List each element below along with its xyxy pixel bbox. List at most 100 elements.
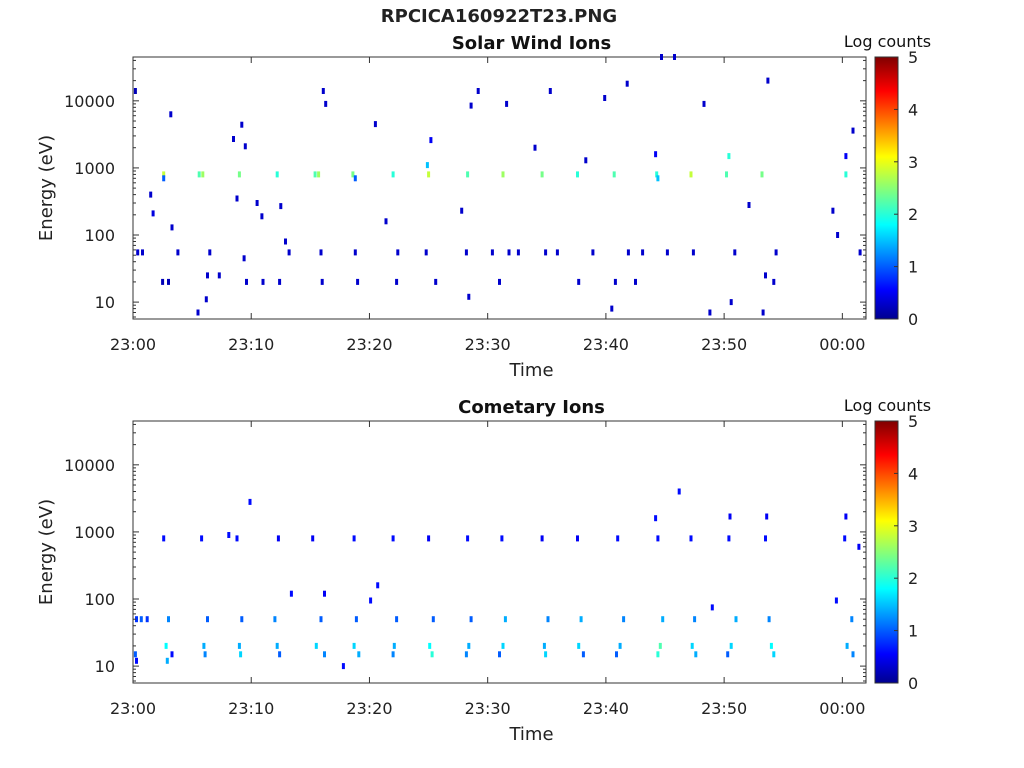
panel1-cell-94 bbox=[727, 153, 731, 160]
panel2-cell-21 bbox=[275, 642, 279, 649]
panel2-colorbar-tick-label: 3 bbox=[908, 517, 918, 536]
panel2-cell-46 bbox=[467, 642, 471, 649]
panel1-cell-19 bbox=[232, 136, 235, 142]
panel1-cell-67 bbox=[540, 171, 544, 178]
panel1-cell-66 bbox=[533, 144, 537, 151]
panel2-cell-85 bbox=[772, 651, 776, 658]
panel1-data-cells bbox=[133, 54, 862, 316]
panel2-cell-17 bbox=[240, 616, 244, 623]
panel2-cell-75 bbox=[710, 604, 714, 611]
panel2-cell-35 bbox=[369, 597, 373, 604]
panel1-cell-12 bbox=[197, 171, 201, 178]
panel2-cell-65 bbox=[654, 515, 658, 522]
panel2-ytick-label: 10 bbox=[95, 657, 115, 676]
panel2-cell-86 bbox=[834, 597, 838, 604]
panel1-cell-35 bbox=[317, 171, 321, 178]
panel2-cell-31 bbox=[352, 535, 356, 542]
panel2-cell-42 bbox=[428, 642, 432, 649]
panel1-cell-76 bbox=[612, 171, 616, 178]
panel1-cell-2 bbox=[141, 249, 144, 256]
panel1-cell-23 bbox=[243, 143, 247, 150]
panel1-cell-71 bbox=[576, 171, 579, 178]
panel2-cell-18 bbox=[239, 651, 243, 658]
panel1-cell-100 bbox=[764, 272, 767, 279]
panel1-colorbar-title: Log counts bbox=[844, 32, 931, 51]
panel2-cell-48 bbox=[464, 651, 468, 658]
panel1-cell-38 bbox=[319, 249, 323, 256]
panel1-cell-88 bbox=[673, 54, 676, 60]
panel2-cell-26 bbox=[314, 642, 318, 649]
panel1-cell-58 bbox=[469, 102, 473, 109]
panel1-x-axis-title: Time bbox=[508, 360, 553, 381]
panel1-cell-32 bbox=[278, 278, 282, 285]
panel1-cell-27 bbox=[260, 213, 264, 220]
panel1-cell-95 bbox=[729, 299, 733, 306]
panel2-colorbar-tick-label: 5 bbox=[908, 412, 918, 431]
panel2-cell-16 bbox=[237, 642, 241, 649]
panel2-cell-22 bbox=[273, 616, 277, 623]
panel1-cell-9 bbox=[176, 249, 180, 256]
panel2-cell-11 bbox=[202, 642, 206, 649]
panel1-cell-1 bbox=[136, 249, 140, 256]
panel1-ytick-label: 10000 bbox=[64, 92, 115, 111]
panel2-cell-44 bbox=[430, 651, 434, 658]
panel1-cell-63 bbox=[505, 100, 509, 107]
panel1-cell-20 bbox=[235, 195, 239, 202]
panel2-cell-41 bbox=[427, 535, 431, 542]
panel2-cell-47 bbox=[469, 616, 473, 623]
panel2-colorbar-title: Log counts bbox=[844, 396, 931, 415]
panel2-colorbar bbox=[874, 420, 899, 684]
panel1-cell-75 bbox=[603, 95, 607, 101]
panel1-cell-97 bbox=[747, 202, 751, 208]
panel2-cell-23 bbox=[278, 651, 282, 658]
panel2-cell-91 bbox=[857, 543, 861, 550]
panel2-cell-20 bbox=[276, 535, 280, 542]
panel2-cell-37 bbox=[391, 535, 395, 542]
panel1-colorbar-tick-label: 1 bbox=[908, 258, 918, 277]
panel2-cell-50 bbox=[501, 642, 505, 649]
panel1-xtick-label: 23:20 bbox=[346, 335, 392, 354]
panel1-cell-33 bbox=[287, 249, 291, 256]
panel2-cell-84 bbox=[767, 616, 771, 623]
panel2-cell-73 bbox=[693, 616, 697, 623]
panel1-cell-64 bbox=[507, 249, 511, 256]
panel2-cell-56 bbox=[544, 651, 548, 658]
panel1-cell-60 bbox=[490, 249, 494, 256]
panel1-ytick-label: 1000 bbox=[74, 159, 115, 178]
panel1-cell-73 bbox=[584, 157, 588, 164]
panel1-cell-11 bbox=[162, 175, 166, 182]
panel1-cell-30 bbox=[279, 203, 283, 210]
panel1-cell-4 bbox=[151, 210, 155, 217]
panel2-cell-36 bbox=[376, 582, 380, 589]
panel1-cell-87 bbox=[665, 249, 669, 256]
panel1-cell-89 bbox=[689, 171, 693, 178]
panel1-cell-49 bbox=[427, 171, 431, 178]
panel1-ytick-label: 100 bbox=[84, 226, 115, 245]
panel1-cell-17 bbox=[208, 249, 212, 256]
panel1-cell-59 bbox=[476, 88, 480, 94]
panel1-cell-85 bbox=[654, 151, 658, 158]
panel2-cell-62 bbox=[618, 642, 622, 649]
panel2-cell-15 bbox=[235, 535, 239, 542]
panel2-cell-64 bbox=[615, 651, 618, 658]
panel1-cell-16 bbox=[206, 272, 209, 279]
panel2-cell-89 bbox=[845, 642, 849, 649]
panel1-colorbar bbox=[874, 56, 899, 320]
panel2-cell-70 bbox=[677, 488, 681, 495]
panel1-cell-84 bbox=[656, 175, 660, 182]
panel1-cell-24 bbox=[245, 278, 248, 285]
panel2-data-cells bbox=[133, 488, 861, 670]
panel1-title: Solar Wind Ions bbox=[452, 33, 611, 54]
panel2-colorbar-tick-label: 2 bbox=[908, 569, 918, 588]
panel2-cell-88 bbox=[844, 513, 848, 520]
panel1-cell-22 bbox=[240, 121, 244, 128]
panel2-cell-57 bbox=[576, 535, 579, 542]
panel1-cell-28 bbox=[261, 278, 265, 285]
panel2-cell-79 bbox=[734, 616, 738, 623]
panel2-cell-7 bbox=[167, 616, 170, 623]
panel1-cell-98 bbox=[760, 171, 764, 178]
panel1-xtick-label: 23:50 bbox=[701, 335, 747, 354]
panel1-cell-40 bbox=[351, 171, 355, 178]
panel2-colorbar-tick-label: 0 bbox=[908, 674, 918, 693]
